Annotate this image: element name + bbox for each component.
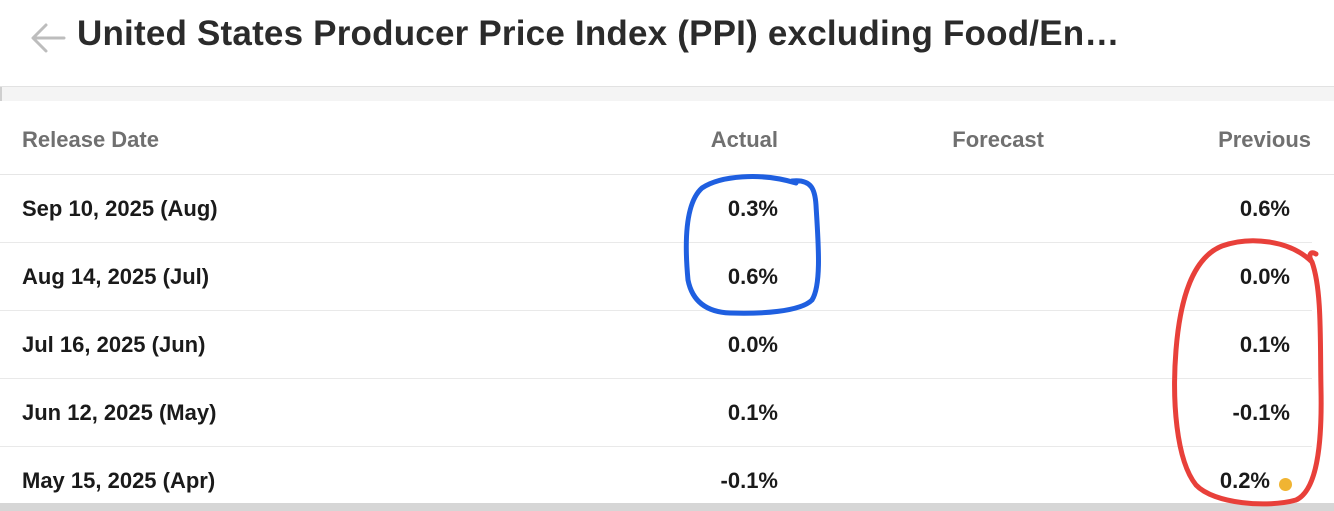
actual-cell: -0.1% [720, 468, 778, 493]
table-row[interactable]: Aug 14, 2025 (Jul) 0.6% 0.0% [0, 243, 1312, 311]
table-header: Release Date Actual Forecast Previous [0, 101, 1334, 175]
page-header: United States Producer Price Index (PPI)… [0, 0, 1334, 87]
bottom-scroll-edge [0, 503, 1334, 511]
previous-cell: -0.1% [1232, 400, 1290, 425]
previous-cell: 0.6% [1239, 196, 1290, 221]
table-row[interactable]: Jun 12, 2025 (May) 0.1% -0.1% [0, 379, 1312, 447]
actual-cell: 0.0% [727, 332, 778, 357]
arrow-left-icon [31, 23, 66, 53]
revision-dot-icon [1279, 478, 1292, 491]
column-header-release-date[interactable]: Release Date [22, 127, 159, 152]
release-date-cell: May 15, 2025 (Apr) [22, 468, 216, 493]
column-header-forecast[interactable]: Forecast [952, 127, 1044, 152]
actual-cell: 0.6% [727, 264, 778, 289]
table-row[interactable]: May 15, 2025 (Apr) -0.1% 0.2% [0, 447, 1312, 511]
previous-cell: 0.0% [1239, 264, 1290, 289]
release-date-cell: Aug 14, 2025 (Jul) [22, 264, 210, 289]
previous-cell: 0.1% [1239, 332, 1290, 357]
back-button[interactable] [28, 18, 68, 58]
page-title: United States Producer Price Index (PPI)… [77, 14, 1120, 53]
history-table: Release Date Actual Forecast Previous Se… [0, 101, 1334, 511]
table-row[interactable]: Sep 10, 2025 (Aug) 0.3% 0.6% [0, 175, 1312, 243]
column-header-actual[interactable]: Actual [710, 127, 778, 152]
table-row[interactable]: Jul 16, 2025 (Jun) 0.0% 0.1% [0, 311, 1312, 379]
column-header-previous[interactable]: Previous [1218, 127, 1311, 152]
release-date-cell: Jul 16, 2025 (Jun) [22, 332, 206, 357]
release-date-cell: Jun 12, 2025 (May) [22, 400, 217, 425]
actual-cell: 0.1% [727, 400, 778, 425]
actual-cell: 0.3% [727, 196, 778, 221]
previous-cell: 0.2% [1219, 468, 1270, 493]
header-divider [0, 87, 1334, 101]
release-date-cell: Sep 10, 2025 (Aug) [22, 196, 218, 221]
